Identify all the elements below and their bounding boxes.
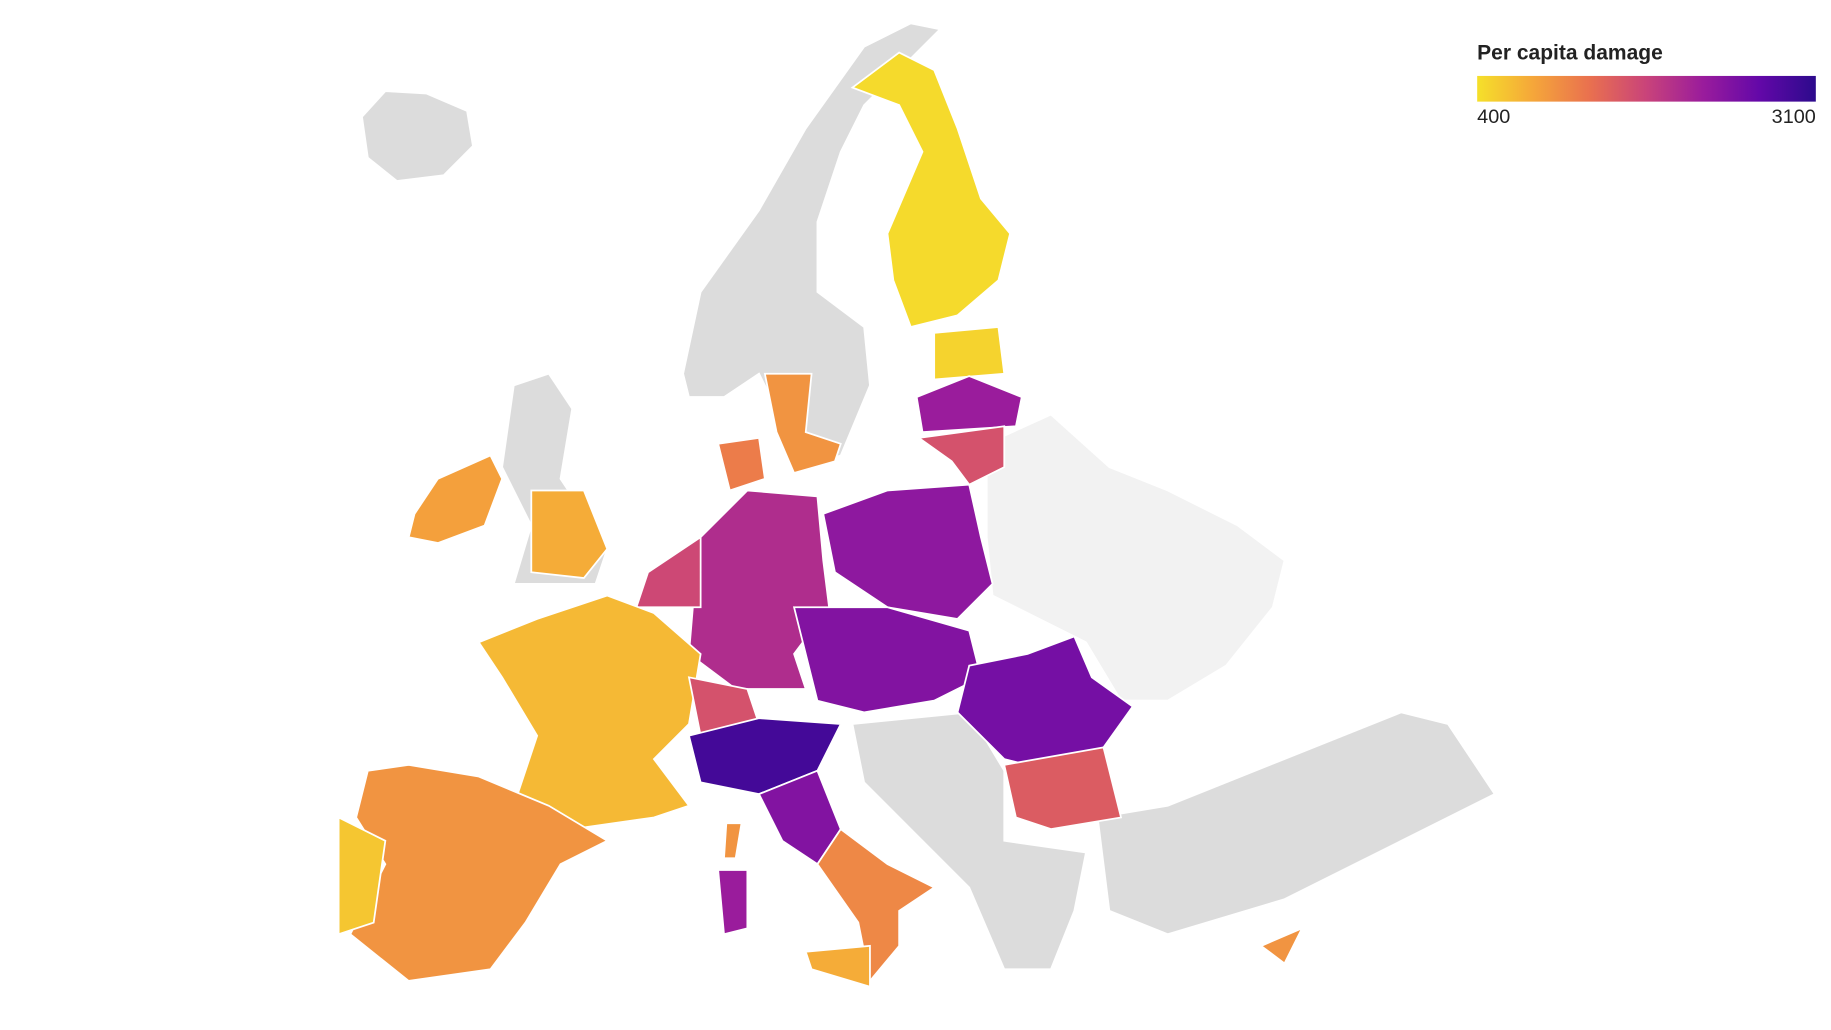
region xyxy=(1259,926,1304,965)
land xyxy=(851,711,1088,971)
region xyxy=(1003,746,1123,831)
land xyxy=(682,22,942,469)
region xyxy=(717,436,766,492)
regions xyxy=(337,51,1304,988)
region xyxy=(933,326,1006,381)
region xyxy=(349,764,610,982)
region xyxy=(956,635,1134,772)
region xyxy=(850,51,1012,329)
region xyxy=(804,944,871,988)
legend-bar xyxy=(1477,75,1816,102)
region xyxy=(717,869,749,936)
region xyxy=(915,375,1023,434)
region xyxy=(792,606,982,714)
region xyxy=(477,594,702,831)
region xyxy=(688,489,831,690)
region xyxy=(723,822,743,860)
legend-max: 3100 xyxy=(1772,106,1816,128)
region xyxy=(337,816,387,936)
region xyxy=(530,489,609,579)
land xyxy=(1096,711,1496,936)
legend-title: Per capita damage xyxy=(1477,41,1663,64)
land xyxy=(361,90,474,182)
region xyxy=(763,372,842,475)
region xyxy=(916,425,1006,486)
region xyxy=(407,454,504,544)
legend-min: 400 xyxy=(1477,106,1510,128)
legend: Per capita damage 400 3100 xyxy=(1477,41,1816,128)
region xyxy=(816,827,936,983)
land xyxy=(985,413,1286,702)
region xyxy=(635,535,702,609)
region xyxy=(822,483,994,620)
